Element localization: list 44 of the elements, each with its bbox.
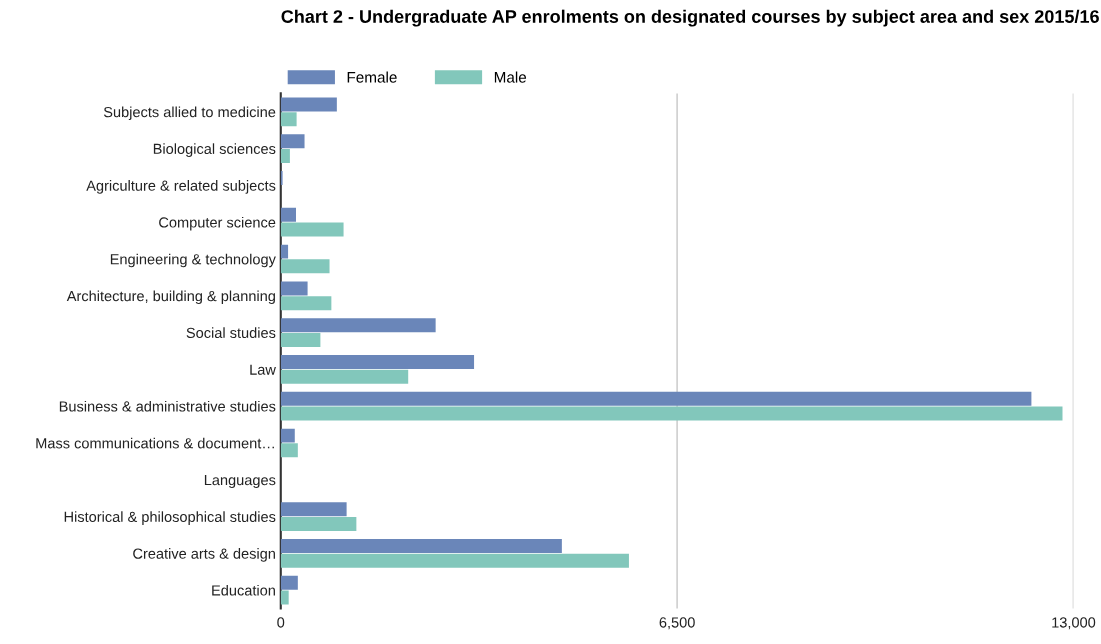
bar	[280, 296, 332, 311]
bar	[280, 355, 475, 370]
bar	[280, 112, 297, 127]
bar	[280, 369, 409, 384]
bar	[280, 222, 344, 237]
y-tick-label: Agriculture & related subjects	[86, 180, 276, 194]
bar	[280, 516, 357, 531]
bar	[280, 391, 1032, 406]
bar	[280, 539, 562, 554]
bar	[280, 259, 330, 274]
y-tick-label: Business & administrative studies	[59, 400, 276, 412]
legend-label: Female	[347, 71, 397, 83]
y-tick-label: Computer science	[159, 216, 276, 231]
bar	[280, 443, 298, 458]
bar	[280, 332, 321, 347]
y-tick-label: Mass communications & document…	[36, 437, 274, 449]
bar	[280, 575, 298, 590]
bar	[280, 502, 347, 517]
bar	[280, 134, 305, 149]
bar	[280, 553, 629, 568]
bar	[280, 148, 290, 163]
bar	[280, 207, 296, 222]
bar	[280, 281, 308, 296]
x-tick-label: 0	[277, 617, 285, 628]
x-tick-label: 6,500	[659, 617, 695, 630]
y-tick-label: Historical & philosophical studies	[64, 511, 276, 525]
bar	[280, 428, 295, 443]
chart-title: Chart 2 - Undergraduate AP enrolments on designated courses by subject area and sex 2015/16	[281, 9, 1099, 27]
y-tick-label: Languages	[204, 475, 276, 489]
bar	[280, 244, 289, 259]
y-tick-label: Education	[212, 584, 275, 596]
y-tick-label: Subjects allied to medicine	[103, 106, 276, 121]
bar	[280, 97, 337, 112]
bar	[280, 318, 436, 333]
y-tick-label: Architecture, building & planning	[66, 290, 275, 305]
bar	[280, 406, 1063, 421]
y-tick-label: Creative arts & design	[133, 548, 275, 562]
bar	[280, 590, 289, 605]
y-tick-label: Biological sciences	[153, 143, 276, 157]
legend-label: Male	[494, 71, 527, 83]
y-tick-label: Engineering & technology	[110, 253, 276, 268]
y-tick-label: Social studies	[186, 327, 276, 339]
x-tick-label: 13,000	[1052, 617, 1096, 630]
y-tick-label: Law	[250, 364, 276, 375]
